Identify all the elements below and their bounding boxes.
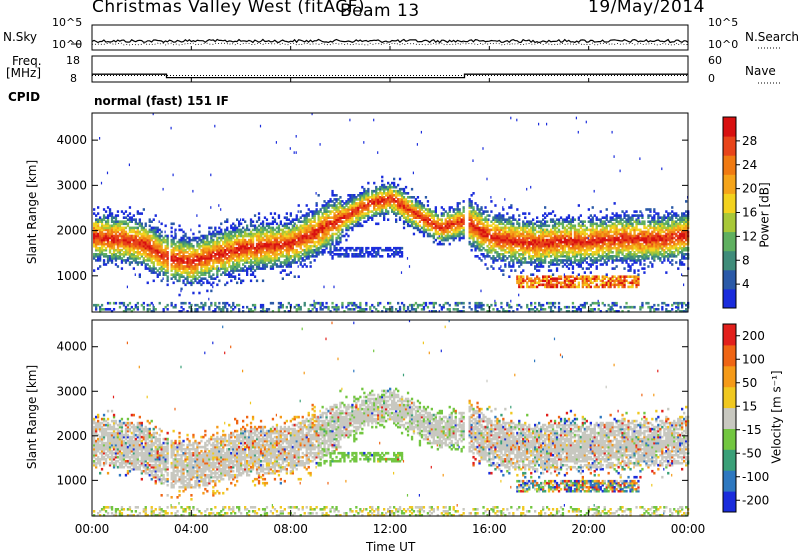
ytick-label-1-0: 1000 <box>56 473 87 487</box>
nsky-tick-bottom: 10^0 <box>52 38 83 51</box>
power-colorbar-label-1: 8 <box>742 253 750 267</box>
velocity-colorbar-label-7: -200 <box>742 493 769 507</box>
power-colorbar-swatch-7 <box>723 155 736 175</box>
xtick-label-6: 00:00 <box>671 522 706 536</box>
nave-tick-top: 60 <box>708 54 722 67</box>
freq-tick-top: 18 <box>66 54 80 67</box>
nsearch-tick-bottom: 10^0 <box>708 38 739 51</box>
power-colorbar-label-4: 20 <box>742 182 757 196</box>
power-colorbar-label-0: 4 <box>742 277 750 291</box>
noise-search-line <box>91 42 689 46</box>
ytick-label-0-0: 1000 <box>56 269 87 283</box>
power-colorbar-swatch-0 <box>723 288 736 309</box>
power-colorbar-swatch-6 <box>723 174 736 194</box>
xtick-label-1: 04:00 <box>174 522 209 536</box>
velocity-colorbar-frame <box>722 323 737 513</box>
velocity-heatmap <box>93 319 690 517</box>
ytick-label-0-3: 4000 <box>56 133 87 147</box>
velocity-colorbar-label-1: 100 <box>742 352 765 366</box>
velocity-colorbar-label-2: 50 <box>742 376 757 390</box>
velocity-colorbar-swatch-6 <box>723 365 736 388</box>
xtick-label-2: 08:00 <box>273 522 308 536</box>
ytick-label-1-2: 3000 <box>56 384 87 398</box>
ytick-label-1-1: 2000 <box>56 429 87 443</box>
velocity-colorbar-swatch-1 <box>723 470 736 492</box>
nsky-label: N.Sky <box>3 30 38 44</box>
power-colorbar-label-6: 28 <box>742 134 757 148</box>
velocity-colorbar-label-0: 200 <box>742 329 765 343</box>
power-heatmap <box>93 112 690 313</box>
date-label: 19/May/2014 <box>588 0 705 17</box>
nsearch-label: N.Search <box>745 30 800 44</box>
xtick-label-5: 20:00 <box>571 522 606 536</box>
power-colorbar-swatch-5 <box>723 193 736 213</box>
nave-tick-bottom: 0 <box>708 72 715 85</box>
nave-label: Nave <box>745 64 776 78</box>
xtick-label-0: 00:00 <box>75 522 110 536</box>
power-heatmap-frame <box>91 112 689 313</box>
velocity-colorbar-swatch-5 <box>723 386 736 409</box>
noise-sky-line <box>91 38 689 44</box>
ytick-label-1-3: 4000 <box>56 340 87 354</box>
cpid-label: CPID <box>8 90 41 104</box>
power-colorbar-swatch-1 <box>723 269 736 290</box>
power-colorbar-swatch-9 <box>723 117 736 137</box>
power-colorbar-label-2: 12 <box>742 229 757 243</box>
ytick-label-0-1: 2000 <box>56 224 87 238</box>
nsky-tick-top: 10^5 <box>52 16 83 29</box>
velocity-colorbar-swatch-8 <box>723 324 736 346</box>
velocity-colorbar-swatch-0 <box>723 491 736 513</box>
cpid-value: normal (fast) 151 IF <box>94 94 229 108</box>
velocity-colorbar-label-6: -100 <box>742 470 769 484</box>
freq-line <box>92 73 688 79</box>
freq-label: Freq. <box>12 54 42 68</box>
velocity-colorbar-label-5: -50 <box>742 446 762 460</box>
freq-unit-label: [MHz] <box>6 66 42 80</box>
velocity-colorbar-label-4: -15 <box>742 423 762 437</box>
ytick-label-0-2: 3000 <box>56 178 87 192</box>
power-colorbar-swatch-2 <box>723 250 736 271</box>
xtick-label-3: 12:00 <box>373 522 408 536</box>
power-colorbar-swatch-4 <box>723 212 736 233</box>
xtick-label-4: 16:00 <box>472 522 507 536</box>
power-colorbar-swatch-3 <box>723 231 736 252</box>
velocity-colorbar-swatch-7 <box>723 344 736 367</box>
velocity-colorbar-swatch-4 <box>723 407 736 429</box>
x-axis-label: Time UT <box>366 540 416 554</box>
velocity-colorbar-label-3: 15 <box>742 399 757 413</box>
station-title: Christmas Valley West (fitACF) <box>92 0 366 17</box>
velocity-colorbar-swatch-2 <box>723 449 736 471</box>
power-colorbar-label-3: 16 <box>742 206 757 220</box>
power-colorbar-label-5: 24 <box>742 158 757 172</box>
freq-tick-bottom: 8 <box>70 72 77 85</box>
beam-label: Beam 13 <box>340 1 420 21</box>
velocity-colorbar-swatch-3 <box>723 428 736 450</box>
nsearch-tick-top: 10^5 <box>708 16 739 29</box>
power-colorbar-swatch-8 <box>723 136 736 156</box>
